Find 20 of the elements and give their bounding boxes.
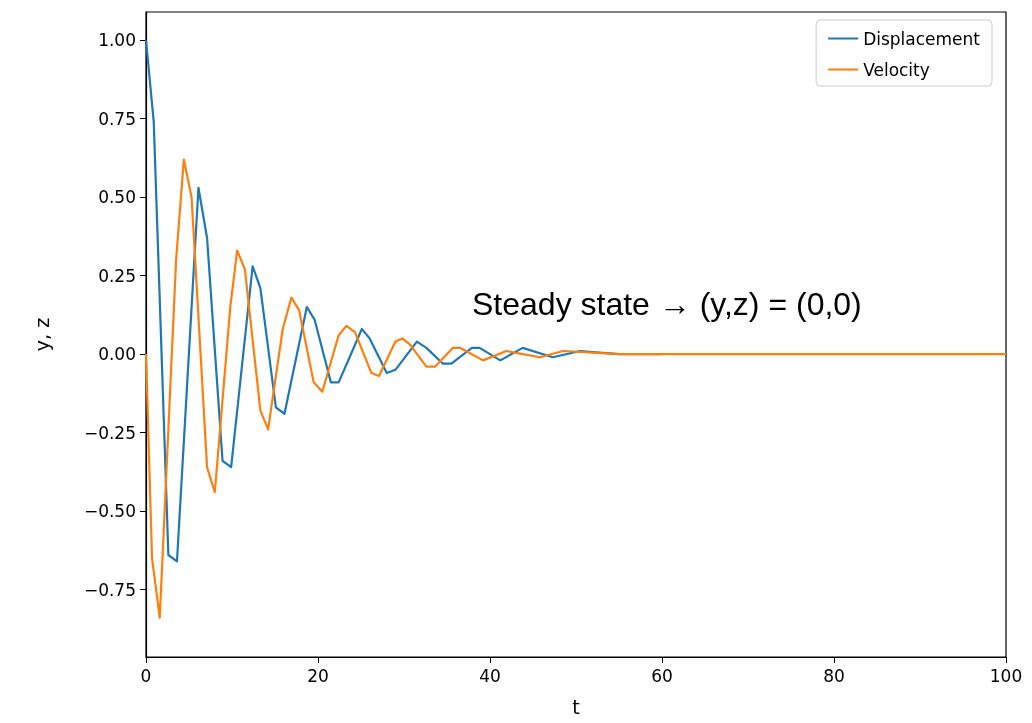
y-tick-label: 0.25 <box>98 265 136 286</box>
y-tick-label: 0.50 <box>98 187 136 208</box>
annotation: Steady state → (y,z) = (0,0) <box>472 286 862 322</box>
y-axis-title: y, z <box>30 317 53 352</box>
line-series <box>144 158 1008 619</box>
x-tick-label: 40 <box>479 665 501 686</box>
x-tick-label: 100 <box>989 665 1023 686</box>
y-tick-label: −0.50 <box>83 501 136 522</box>
legend-label: Displacement <box>863 28 981 49</box>
x-tick-label: 0 <box>140 665 152 686</box>
x-tick-label: 60 <box>651 665 673 686</box>
x-axis-title: t <box>572 695 580 718</box>
y-tick-label: 0.00 <box>98 344 136 365</box>
y-tick-label: −0.25 <box>83 422 136 443</box>
x-tick-label: 20 <box>307 665 329 686</box>
y-tick-label: 0.75 <box>98 108 136 129</box>
y-tick-label: 1.00 <box>98 30 136 51</box>
legend-label: Velocity <box>863 59 930 80</box>
x-tick-label: 80 <box>823 665 845 686</box>
y-tick-label: −0.75 <box>83 579 136 600</box>
